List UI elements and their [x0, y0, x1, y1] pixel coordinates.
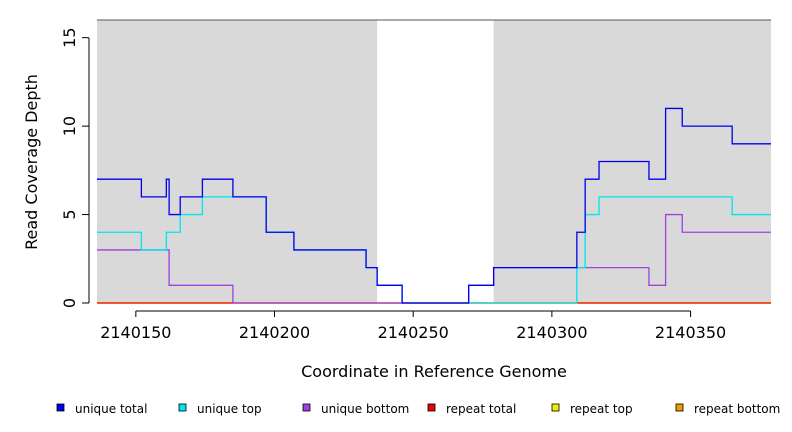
series-lines: [97, 107, 771, 304]
legend-label-repeat-total: repeat total: [446, 402, 516, 416]
y-axis-title: Read Coverage Depth: [22, 74, 41, 250]
series-unique-total-line: [97, 107, 771, 304]
shade-left: [97, 20, 378, 303]
axes: 0 5 10 15 2140150 2140200 2140250 2140300 214035…: [60, 28, 726, 342]
legend-swatch-repeat-top: [551, 403, 560, 412]
x-tick-label: 2140350: [655, 323, 726, 342]
x-tick-label: 2140300: [516, 323, 587, 342]
legend-label-repeat-top: repeat top: [570, 402, 633, 416]
y-tick-label: 5: [60, 209, 79, 219]
legend-swatch-unique-bottom: [302, 403, 311, 412]
legend-label-unique-top: unique top: [197, 402, 262, 416]
legend-swatch-unique-top: [178, 403, 187, 412]
legend-label-repeat-bottom: repeat bottom: [694, 402, 780, 416]
legend: unique total unique top unique bottom repea…: [56, 402, 780, 416]
x-tick-label: 2140200: [239, 323, 310, 342]
x-tick-label: 2140150: [100, 323, 171, 342]
y-tick-label: 15: [60, 28, 79, 48]
x-tick-label: 2140250: [378, 323, 449, 342]
y-tick-label: 10: [60, 116, 79, 136]
legend-swatch-unique-total: [56, 403, 65, 412]
legend-label-unique-total: unique total: [75, 402, 147, 416]
legend-label-unique-bottom: unique bottom: [321, 402, 409, 416]
legend-swatch-repeat-total: [427, 403, 436, 412]
shaded-background: [97, 19, 771, 303]
x-axis-title: Coordinate in Reference Genome: [301, 362, 567, 381]
legend-swatch-repeat-bottom: [675, 403, 684, 412]
y-tick-label: 0: [60, 298, 79, 308]
